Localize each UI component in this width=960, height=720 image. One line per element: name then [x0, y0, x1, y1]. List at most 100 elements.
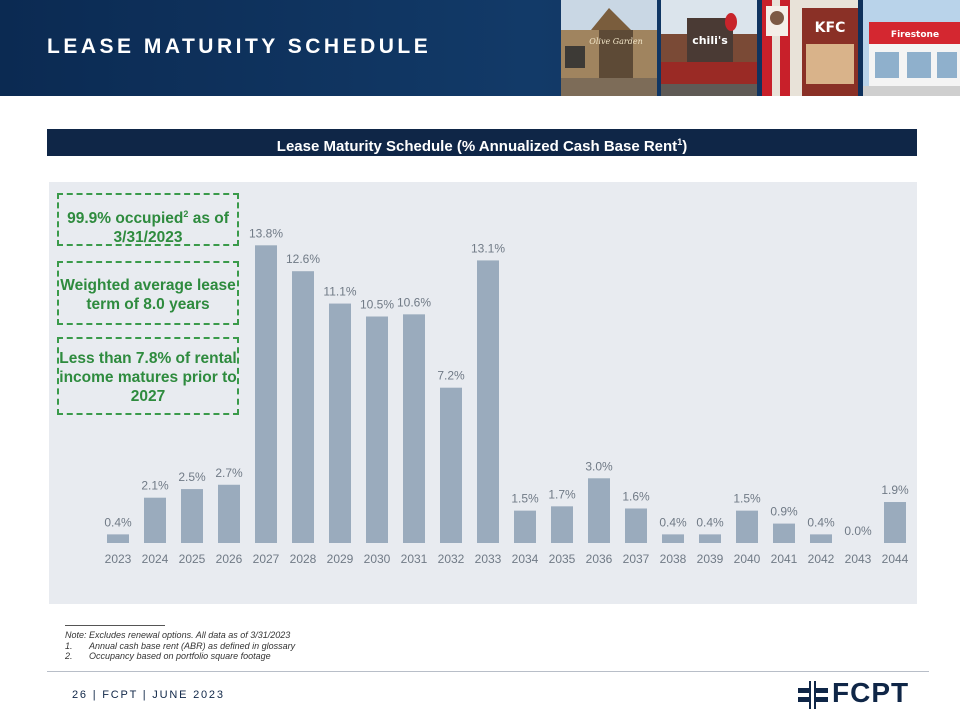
occupancy-date: as of 3/31/2023 [113, 210, 229, 247]
x-tick-2037: 2037 [623, 552, 650, 566]
lease-term-callout: Weighted average lease term of 8.0 years [57, 261, 239, 325]
value-label-2037: 1.6% [622, 489, 650, 503]
bar-2040 [736, 510, 758, 543]
bar-2034 [514, 510, 536, 543]
value-label-2034: 1.5% [511, 492, 539, 506]
x-tick-2030: 2030 [364, 552, 391, 566]
value-label-2025: 2.5% [178, 470, 206, 484]
chart-title: Lease Maturity Schedule (% Annualized Ca… [276, 138, 678, 155]
bar-2030 [366, 316, 388, 543]
x-tick-2031: 2031 [401, 552, 428, 566]
firestone-sign: Firestone [891, 30, 939, 40]
chart-panel: 0.4% 2023 2.1% 2024 2.5% 2025 2.7% 2026 13.8% 202… [49, 182, 917, 604]
kfc-sign: KFC [815, 20, 846, 36]
firestone-photo: Firestone [863, 0, 960, 96]
occupancy-callout: 99.9% occupied2 as of 3/31/2023 [57, 193, 239, 246]
bar-2025 [181, 489, 203, 543]
lease-term-text: Weighted average lease term of 8.0 years [60, 277, 236, 313]
fcpt-logo-text: FCPT [832, 677, 910, 708]
x-tick-2040: 2040 [734, 552, 761, 566]
bar-2027 [255, 245, 277, 544]
x-tick-2034: 2034 [512, 552, 539, 566]
value-label-2032: 7.2% [437, 369, 465, 383]
x-tick-2041: 2041 [771, 552, 798, 566]
bar-2024 [144, 497, 166, 543]
value-label-2035: 1.7% [548, 487, 576, 501]
value-label-2042: 0.4% [807, 515, 835, 529]
bar-2036 [588, 478, 610, 543]
chilis-photo: chili's [661, 0, 757, 96]
x-tick-2035: 2035 [549, 552, 576, 566]
value-label-2044: 1.9% [881, 483, 909, 497]
occupancy-text: 99.9% occupied [67, 210, 184, 228]
olive-garden-photo: Olive Garden [561, 0, 657, 96]
x-tick-2025: 2025 [179, 552, 206, 566]
maturity-text: Less than 7.8% of rental income matures … [59, 350, 237, 405]
x-tick-2039: 2039 [697, 552, 724, 566]
x-tick-2032: 2032 [438, 552, 465, 566]
x-tick-2033: 2033 [475, 552, 502, 566]
bar-2042 [810, 534, 832, 543]
chart-title-footnote-ref: 1 [677, 137, 683, 147]
bar-2029 [329, 303, 351, 543]
footnote-1: 1. Annual cash base rent (ABR) as defined… [65, 641, 295, 652]
maturity-callout: Less than 7.8% of rental income matures … [57, 337, 239, 415]
x-tick-2029: 2029 [327, 552, 354, 566]
x-tick-2038: 2038 [660, 552, 687, 566]
fcpt-logo-icon [798, 681, 828, 709]
x-tick-2028: 2028 [290, 552, 317, 566]
bar-2044 [884, 502, 906, 543]
footnote-2-text: Occupancy based on portfolio square foot… [89, 651, 271, 661]
lease-maturity-bar-chart: 0.4% 2023 2.1% 2024 2.5% 2025 2.7% 2026 13.8% 202… [104, 226, 909, 566]
footer-page-info: 26 | FCPT | JUNE 2023 [72, 689, 225, 701]
x-tick-2044: 2044 [882, 552, 909, 566]
value-label-2023: 0.4% [104, 515, 132, 529]
kfc-photo: KFC [762, 0, 858, 96]
value-label-2028: 12.6% [286, 252, 320, 266]
chilis-sign: chili's [692, 34, 728, 47]
chart-title-close: ) [682, 138, 688, 155]
x-tick-2042: 2042 [808, 552, 835, 566]
footnote-2-number: 2. [65, 651, 73, 661]
value-label-2043: 0.0% [844, 524, 872, 538]
value-label-2036: 3.0% [585, 459, 613, 473]
footer-divider [47, 671, 929, 672]
x-tick-2043: 2043 [845, 552, 872, 566]
value-label-2040: 1.5% [733, 492, 761, 506]
bar-2037 [625, 508, 647, 543]
footnote-rule [65, 625, 165, 626]
page-title: LEASE MATURITY SCHEDULE [47, 35, 432, 58]
x-tick-2036: 2036 [586, 552, 613, 566]
value-label-2033: 13.1% [471, 241, 505, 255]
bar-2035 [551, 506, 573, 543]
x-tick-2024: 2024 [142, 552, 169, 566]
bar-2038 [662, 534, 684, 543]
chart-title-bar: Lease Maturity Schedule (% Annualized Ca… [47, 129, 917, 156]
value-label-2031: 10.6% [397, 295, 431, 309]
footnote-1-text: Annual cash base rent (ABR) as defined i… [89, 640, 296, 651]
x-tick-2026: 2026 [216, 552, 243, 566]
footnotes: Note: Excludes renewal options. All data… [65, 625, 295, 662]
fcpt-logo: FCPT [798, 676, 928, 712]
x-tick-2027: 2027 [253, 552, 280, 566]
value-label-2029: 11.1% [323, 285, 356, 299]
bar-2031 [403, 314, 425, 543]
value-label-2039: 0.4% [696, 515, 724, 529]
footnote-2: 2. Occupancy based on portfolio square fo… [65, 651, 295, 662]
bar-2028 [292, 271, 314, 543]
bar-2023 [107, 534, 129, 543]
occupancy-footnote-ref: 2 [183, 209, 189, 219]
value-label-2038: 0.4% [659, 515, 687, 529]
value-label-2027: 13.8% [249, 226, 283, 240]
value-label-2041: 0.9% [770, 505, 798, 519]
value-label-2030: 10.5% [360, 298, 394, 312]
bar-2026 [218, 484, 240, 543]
olive-garden-sign: Olive Garden [589, 37, 642, 46]
footnote-main: Note: Excludes renewal options. All data… [65, 630, 291, 640]
x-tick-2023: 2023 [105, 552, 132, 566]
bar-2039 [699, 534, 721, 543]
bar-2033 [477, 260, 499, 543]
value-label-2024: 2.1% [141, 479, 169, 493]
bar-2032 [440, 387, 462, 543]
bar-2041 [773, 523, 795, 543]
